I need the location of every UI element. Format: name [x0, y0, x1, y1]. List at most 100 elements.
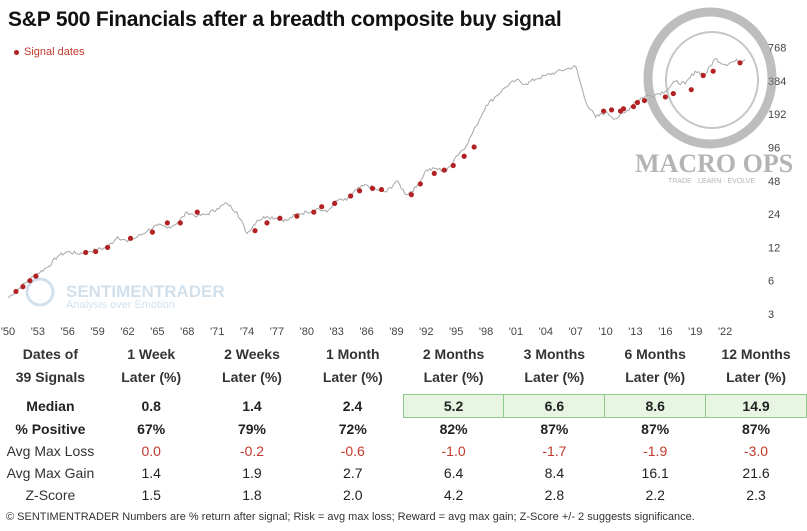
- table-cell: 67%: [137, 420, 166, 437]
- signal-dot: [348, 193, 354, 199]
- signal-dot: [431, 170, 437, 177]
- header-cell: 1 Week: [127, 345, 176, 362]
- sentimentrader-logo-icon: [25, 277, 55, 307]
- signal-dot: [471, 144, 477, 150]
- signal-dot: [20, 284, 26, 290]
- x-tick-label: '65: [150, 326, 164, 338]
- y-tick-label: 6: [768, 276, 774, 288]
- price-line: [7, 58, 746, 299]
- signal-dot: [369, 185, 376, 191]
- x-tick-label: '89: [389, 326, 403, 338]
- row-positive: % Positive 67% 79% 72% 82% 87% 87% 87%: [0, 418, 807, 441]
- header-row-2: 39 Signals Later (%) Later (%) Later (%)…: [0, 365, 807, 388]
- highlight-cell: 14.9: [705, 394, 807, 418]
- signal-dot: [670, 90, 676, 97]
- table-cell: 2.8: [544, 487, 565, 503]
- y-tick-label: 24: [768, 209, 780, 221]
- table-cell: 2.0: [343, 487, 363, 503]
- signal-dot: [378, 186, 385, 193]
- header-cell: 39 Signals: [15, 368, 86, 385]
- signal-dot: [461, 153, 467, 159]
- signal-dot: [688, 87, 694, 93]
- signal-dot: [319, 204, 325, 210]
- table-cell: 2.4: [342, 398, 363, 414]
- table-cell: 1.5: [141, 487, 161, 503]
- row-max-gain: Avg Max Gain 1.4 1.9 2.7 6.4 8.4 16.1 21…: [0, 462, 807, 484]
- header-cell: 2 Months: [422, 345, 485, 362]
- footer-note: © SENTIMENTRADER Numbers are % return af…: [6, 511, 695, 523]
- x-tick-label: '19: [688, 326, 702, 338]
- row-label: Z-Score: [25, 487, 76, 503]
- table-cell: -1.7: [542, 443, 567, 459]
- signal-dot: [417, 181, 423, 187]
- table-cell: 4.2: [443, 487, 464, 503]
- table-cell: 1.4: [242, 398, 262, 414]
- x-tick-label: '98: [479, 326, 493, 338]
- y-tick-label: 192: [768, 109, 786, 121]
- header-cell: 3 Months: [523, 345, 586, 362]
- signal-dot: [149, 229, 156, 235]
- table-cell: 87%: [641, 421, 670, 437]
- row-label: % Positive: [15, 420, 86, 437]
- table-cell: 1.9: [242, 465, 262, 481]
- table-cell: 0.0: [141, 443, 161, 459]
- table-cell: 16.1: [641, 465, 669, 481]
- row-median: Median 0.8 1.4 2.4 5.2 6.6 8.6 14.9: [0, 394, 807, 418]
- x-tick-label: '74: [240, 326, 254, 338]
- signal-dot: [93, 248, 99, 255]
- legend-label: Signal dates: [24, 46, 85, 58]
- table-cell: 6.4: [443, 465, 464, 481]
- x-tick-label: '16: [658, 326, 672, 338]
- signal-dot: [164, 220, 170, 226]
- signal-dot: [601, 108, 607, 114]
- signal-dot: [83, 249, 89, 256]
- row-label: Median: [26, 398, 75, 414]
- table-cell: 2.7: [343, 465, 363, 481]
- table-cell: 0.8: [141, 398, 161, 414]
- x-axis: '50 '53 '56 '59 '62 '65 '68 '71 '74 '77 '80 '83 '86 '…: [1, 326, 732, 338]
- signal-dot: [33, 273, 39, 279]
- row-label: Avg Max Gain: [6, 465, 95, 481]
- chart-title: S&P 500 Financials after a breadth compo…: [8, 8, 562, 31]
- x-tick-label: '62: [120, 326, 134, 338]
- header-cell: Later (%): [222, 368, 282, 385]
- row-label: Avg Max Loss: [6, 443, 95, 459]
- x-tick-label: '56: [61, 326, 75, 338]
- signal-dot: [311, 209, 317, 215]
- highlight-cell: 5.2: [402, 394, 505, 418]
- signal-dots: [13, 60, 743, 295]
- header-cell: Later (%): [423, 368, 484, 385]
- sentimentrader-watermark: SENTIMENTRADER Analysis over Emotion: [25, 277, 225, 311]
- table-cell: -3.0: [743, 443, 769, 459]
- header-cell: Later (%): [322, 368, 383, 385]
- table-cell: -1.9: [643, 443, 668, 459]
- y-tick-label: 3: [768, 309, 774, 321]
- signal-dot: [294, 213, 300, 219]
- signal-dot: [27, 278, 33, 284]
- table-cell: 72%: [338, 420, 367, 437]
- x-tick-label: '22: [718, 326, 732, 338]
- logo-text: MACRO OPS: [635, 149, 793, 178]
- signal-dot: [277, 215, 283, 221]
- header-cell: Later (%): [625, 368, 686, 385]
- y-tick-label: 96: [768, 143, 780, 155]
- signal-dot: [13, 288, 19, 295]
- header-cell: 12 Months: [721, 345, 791, 362]
- signal-dot: [737, 60, 743, 66]
- signal-dot: [662, 94, 668, 100]
- signal-dot: [105, 244, 111, 251]
- signal-dot-icon: [14, 49, 19, 55]
- header-cell: 2 Weeks: [224, 345, 280, 362]
- legend: Signal dates: [14, 46, 85, 58]
- watermark-bottom-text: Analysis over Emotion: [66, 299, 175, 311]
- logo-ring-icon: [643, 7, 777, 149]
- x-tick-label: '92: [419, 326, 433, 338]
- table-cell: 79%: [237, 420, 266, 437]
- x-tick-label: '77: [270, 326, 284, 338]
- macro-ops-logo: MACRO OPS TRADE · LEARN · EVOLVE: [635, 7, 793, 185]
- x-tick-label: '95: [449, 326, 463, 338]
- x-tick-label: '01: [509, 326, 523, 338]
- logo-tag: TRADE · LEARN · EVOLVE: [668, 178, 755, 185]
- signal-dot: [127, 235, 134, 241]
